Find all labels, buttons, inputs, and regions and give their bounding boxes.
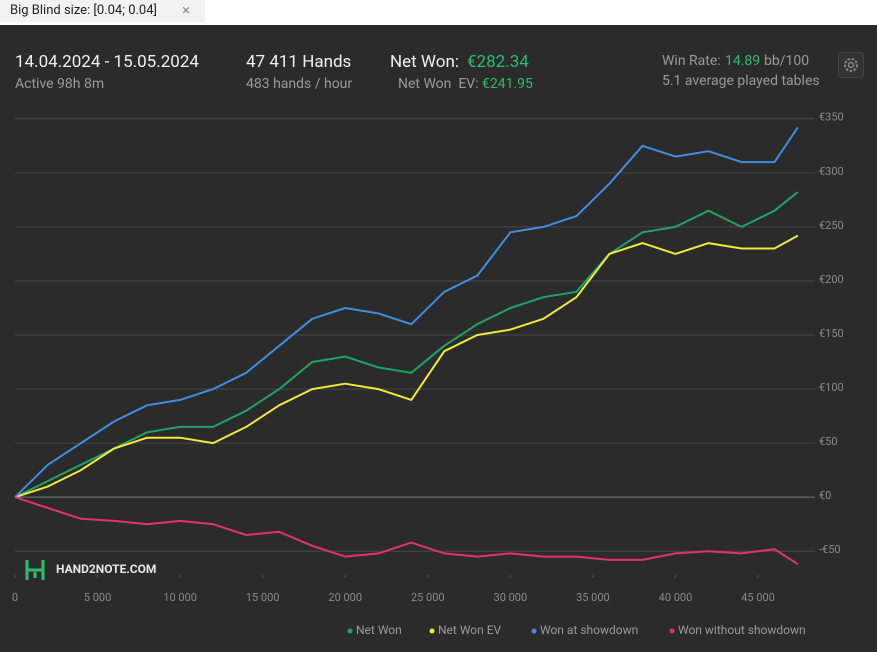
y-tick-label: -€50 [819, 543, 841, 556]
net-won-value: €282.34 [467, 52, 529, 72]
series-line [14, 234, 799, 499]
net-won-label: Net Won: [390, 52, 459, 72]
legend-item: Won without showdown [669, 623, 806, 637]
x-tick-label: 0 [12, 591, 18, 604]
chart: HAND2NOTE.COM -€50 €0 €50 €100 €150 €200 €250 €… [12, 111, 844, 637]
legend-marker [531, 628, 537, 634]
x-tick-label: 10 000 [163, 591, 197, 604]
legend-marker [669, 628, 675, 634]
legend-item: Net Won [347, 623, 402, 637]
filter-chip[interactable]: Big Blind size: [0.04; 0.04] × [0, 0, 205, 22]
logo: HAND2NOTE.COM [25, 560, 156, 580]
win-rate-label: Win Rate: [662, 53, 721, 69]
y-tick-label: €50 [819, 435, 838, 448]
y-tick-label: €150 [819, 327, 844, 340]
win-rate-value: 14.89 [725, 53, 761, 69]
legend-item: Net Won EV [429, 623, 502, 637]
y-tick-label: €0 [819, 489, 831, 502]
hands: 47 411 Hands [246, 52, 352, 72]
y-tick-label: €200 [819, 273, 844, 286]
x-tick-label: 45 000 [741, 591, 775, 604]
settings-button[interactable] [838, 52, 864, 78]
x-tick-label: 40 000 [659, 591, 693, 604]
y-tick-label: €250 [819, 219, 844, 232]
legend-label: Net Won EV [438, 623, 502, 637]
x-tick-label: 35 000 [576, 591, 610, 604]
legend-label: Won at showdown [540, 623, 638, 637]
y-tick-label: €100 [819, 381, 844, 394]
y-tick-label: €350 [819, 111, 844, 124]
legend-marker [347, 628, 353, 634]
x-tick-label: 20 000 [328, 591, 362, 604]
net-won-ev-value: €241.95 [482, 76, 533, 92]
rate: 483 hands / hour [246, 76, 353, 92]
legend-marker [429, 628, 435, 634]
legend-label: Net Won [356, 623, 402, 637]
legend-label: Won without showdown [678, 623, 806, 637]
filter-label: Big Blind size: [0.04; 0.04] [10, 3, 157, 18]
x-tick-label: 25 000 [411, 591, 445, 604]
x-tick-label: 5 000 [84, 591, 111, 604]
series-line [14, 191, 799, 499]
filter-close[interactable]: × [182, 1, 191, 19]
tables: 5.1 average played tables [662, 73, 820, 89]
panel [0, 25, 877, 652]
series-line [14, 126, 799, 498]
logo-text: HAND2NOTE.COM [56, 562, 156, 576]
active: Active 98h 8m [15, 76, 105, 92]
win-rate-unit: bb/100 [764, 53, 810, 69]
period: 14.04.2024 - 15.05.2024 [15, 52, 199, 72]
y-tick-label: €300 [819, 165, 844, 178]
net-won-ev-label: Net Won EV: [398, 76, 479, 92]
x-tick-label: 15 000 [246, 591, 280, 604]
series-line [14, 496, 799, 566]
legend-item: Won at showdown [531, 623, 638, 637]
x-tick-label: 30 000 [494, 591, 528, 604]
